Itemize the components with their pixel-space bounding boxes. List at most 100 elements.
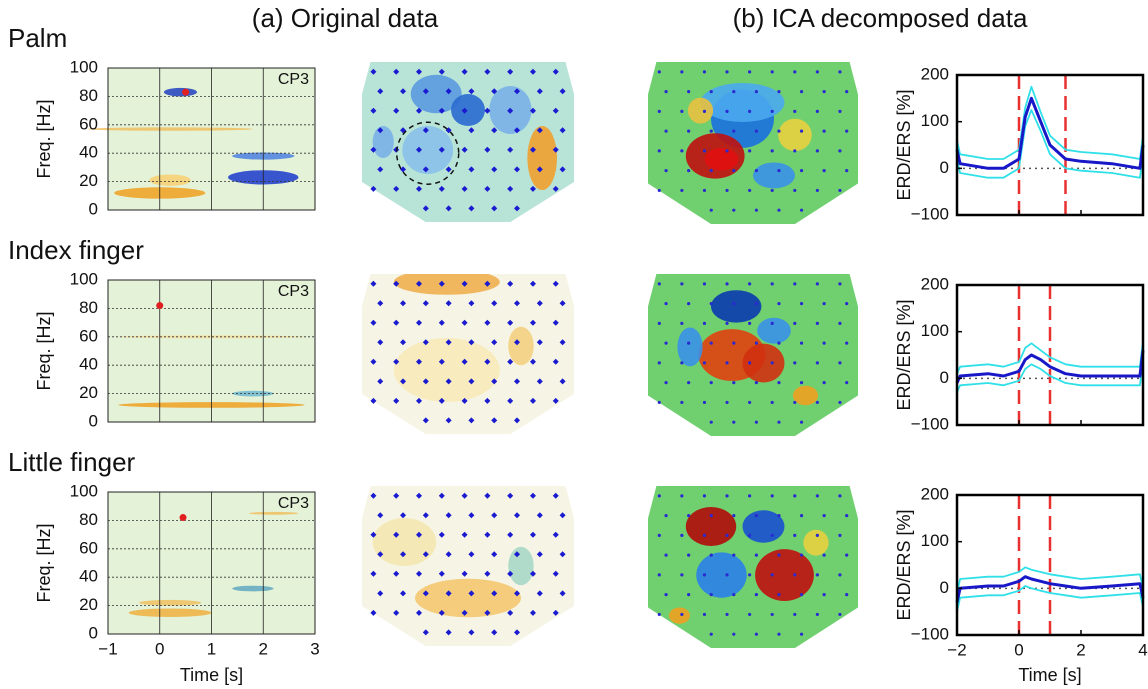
electrode [400,378,407,385]
electrode [748,282,752,286]
electrode [793,282,797,286]
electrode [709,208,713,212]
electrode [754,632,758,636]
electrode [422,127,429,134]
electrode [445,166,452,173]
electrode [377,378,384,385]
electrode [702,400,707,405]
y-tick-label: 40 [79,355,98,374]
electrode [838,109,842,113]
electrode [484,531,491,538]
electrode [657,612,661,617]
electrode [484,570,491,577]
y-tick-label: −100 [911,414,949,433]
topomap-blob [451,94,485,126]
electrode [822,341,826,345]
electrode [422,339,429,346]
y-tick-label: 20 [79,595,98,614]
electrode [702,70,707,74]
electrode [687,341,691,345]
electrode [514,512,521,519]
series-line [955,350,1145,384]
topomap-blob [778,118,812,152]
x-tick-label: 3 [310,639,319,658]
electrode [484,146,491,153]
electrode [702,573,707,577]
electrode [754,381,758,385]
topomap-blob [372,126,394,158]
electrode [815,188,819,193]
electrode [536,88,543,95]
electrode [370,319,377,326]
topomap-background [648,486,858,648]
electrode [438,358,445,365]
series-line [956,85,1144,160]
electrode [491,417,498,424]
electrode [438,185,445,192]
electrode [793,70,797,74]
electrode [445,88,452,95]
electrode [770,533,774,537]
electrode [461,358,468,365]
electrode [529,280,536,287]
electrode [461,397,468,404]
electrode [777,302,781,306]
electrode [680,400,684,405]
electrode [377,88,384,95]
electrode [445,551,452,558]
electrode [754,420,758,424]
electrode [438,570,445,577]
y-tick-label: 100 [921,321,949,340]
spectrogram: 0 20 40 60 80 100 CP3 Index finger Freq. [Hz] [8,235,316,430]
y-tick-label: 200 [921,274,949,293]
electrode [680,282,684,286]
electrode [680,494,684,498]
electrode [770,612,774,617]
electrode [468,378,475,385]
topomap-blob [393,338,500,402]
electrode [507,609,514,616]
electrode [438,68,445,75]
electrode [777,341,781,345]
electrode [777,593,781,597]
electrode [468,300,475,307]
y-tick-label: 0 [89,199,98,218]
electrode [507,185,514,192]
electrode [838,149,842,153]
plot-frame [107,279,316,423]
topomap-blob [402,126,454,174]
electrode [552,397,559,404]
x-tick-label: −1 [98,639,117,658]
electrode [445,629,452,636]
electrode [422,205,429,212]
electrode [415,280,422,287]
topomap-blob [742,510,785,543]
y-tick-label: 20 [79,383,98,402]
electrode [687,169,691,173]
electrode [838,533,842,537]
electrode [680,612,684,617]
electrode [748,573,752,577]
electrode [484,319,491,326]
topomap-blob [711,290,762,323]
electrode [702,149,707,153]
electrode [377,512,384,519]
electrode [838,188,842,193]
electrode [514,127,521,134]
electrode [754,514,758,518]
x-tick-label: −2 [947,640,966,659]
topomap-blob [527,126,558,190]
electrode [536,166,543,173]
y-tick-label: 20 [79,171,98,190]
electrode [422,512,429,519]
x-tick-label: 1 [207,639,216,658]
electrode [754,169,758,173]
electrode [422,378,429,385]
electrode [415,570,422,577]
y-tick-label: 200 [921,64,949,83]
electrode [514,166,521,173]
annotation: CP3 [278,495,309,512]
electrode [438,531,445,538]
electrode [838,494,842,498]
electrode [838,573,842,577]
